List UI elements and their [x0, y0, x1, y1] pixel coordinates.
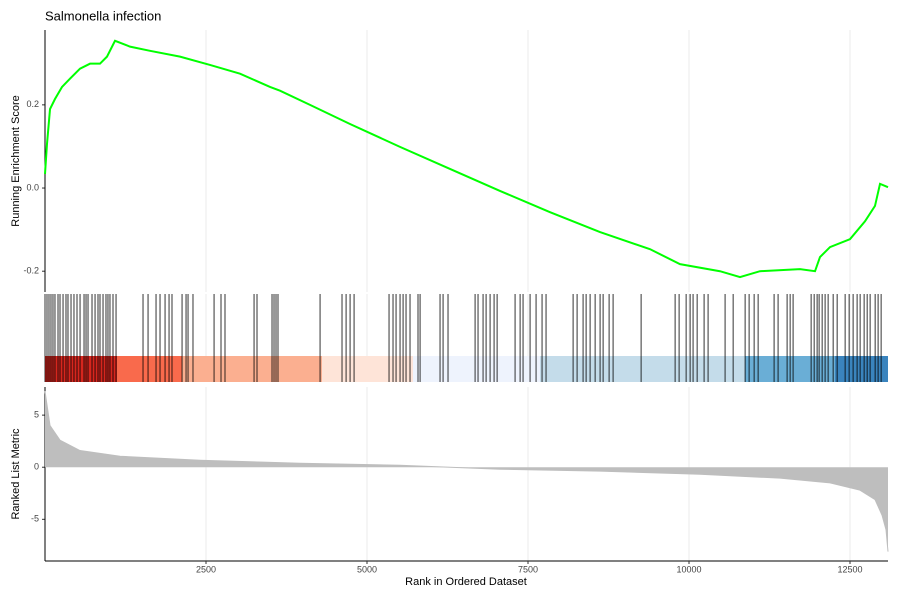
rank-band: [834, 356, 888, 382]
y-tick-label: 0.0: [26, 182, 39, 192]
chart-title: Salmonella infection: [45, 8, 161, 23]
x-tick-label: 10000: [676, 564, 701, 574]
rank-band: [539, 356, 746, 382]
y-tick-label: -0.2: [23, 266, 39, 276]
metric-outline: [44, 391, 889, 552]
x-tick-label: 2500: [196, 564, 216, 574]
y-tick-label: 5: [34, 410, 39, 420]
enrichment-line: [44, 39, 889, 279]
rank-band: [412, 356, 540, 382]
y-tick-label: -5: [31, 514, 39, 524]
x-axis-title: Rank in Ordered Dataset: [405, 576, 527, 588]
y-axis-title: Ranked List Metric: [10, 428, 22, 520]
x-tick-label: 5000: [357, 564, 377, 574]
x-tick-label: 7500: [518, 564, 538, 574]
rank-band: [321, 356, 413, 382]
rank-band: [45, 356, 117, 382]
y-tick-label: 0: [34, 462, 39, 472]
rank-band: [116, 356, 182, 382]
area-fill: [45, 391, 888, 552]
x-tick-label: 12500: [837, 564, 862, 574]
rank-band: [181, 356, 322, 382]
y-axis-title: Running Enrichment Score: [10, 95, 22, 226]
y-tick-label: 0.2: [26, 99, 39, 109]
